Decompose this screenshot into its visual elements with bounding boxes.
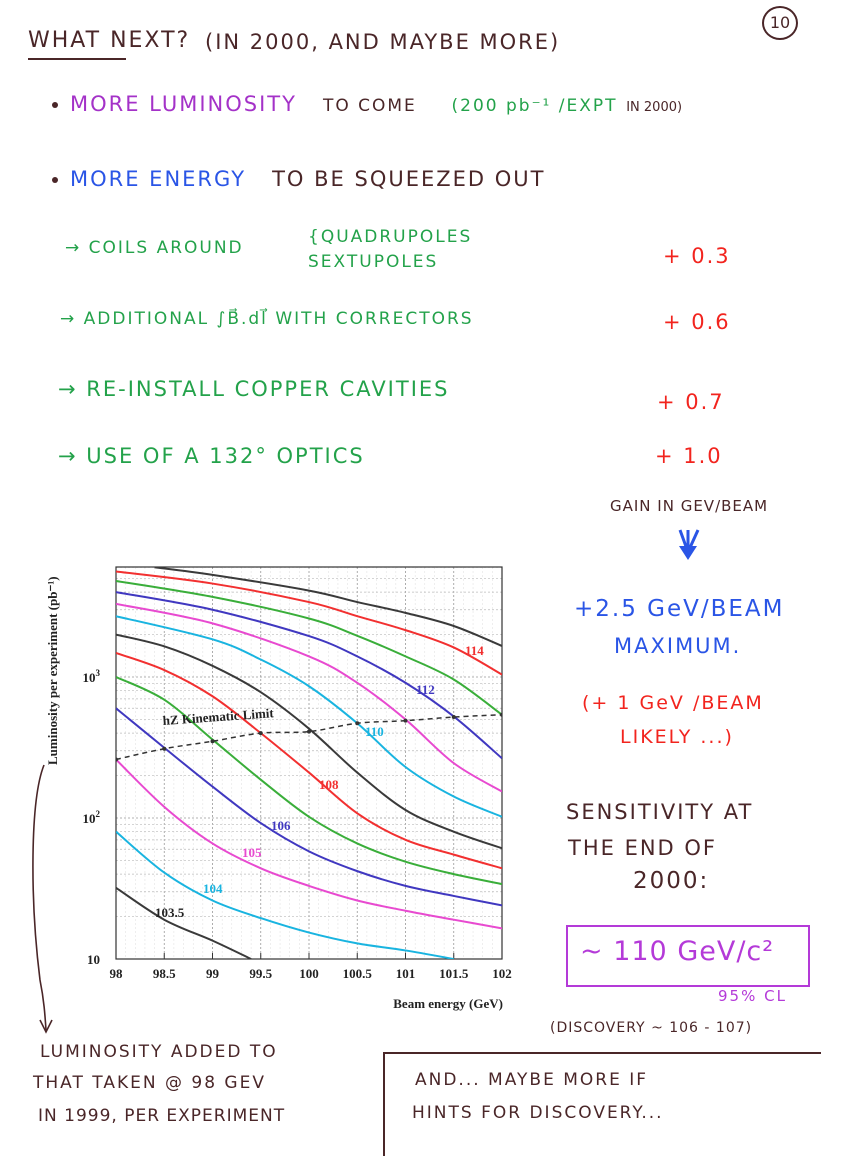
likely-gain-line1: (+ 1 GeV /BEAM xyxy=(582,692,764,714)
series-label: 110 xyxy=(365,724,384,739)
bullet-note-year: IN 2000) xyxy=(626,100,683,115)
improvement-coils-quadrupoles: {QUADRUPOLES xyxy=(308,227,473,247)
x-axis-label: Beam energy (GeV) xyxy=(393,996,503,1011)
bullet-dot-icon xyxy=(52,177,58,183)
divider-horizontal xyxy=(383,1052,821,1054)
series-label: 106 xyxy=(271,818,291,833)
kinematic-limit-point xyxy=(258,731,263,736)
y-tick-base: 10 xyxy=(87,952,100,967)
series-label: 112 xyxy=(416,682,435,697)
series-label: 103.5 xyxy=(155,905,185,920)
bullet-note: (200 pb⁻¹ /EXPT xyxy=(451,96,618,116)
improvement-correctors: → ADDITIONAL ∫B⃗.dl⃗ WITH CORRECTORS xyxy=(60,309,474,329)
divider-vertical xyxy=(383,1052,385,1156)
footnote-line3: IN 1999, PER EXPERIMENT xyxy=(38,1106,286,1126)
x-tick-label: 99 xyxy=(206,966,220,981)
series-line-103-5 xyxy=(116,886,252,959)
series-line-111 xyxy=(116,602,502,793)
kinematic-limit-point xyxy=(403,718,408,723)
y-tick-exponent: 2 xyxy=(96,809,101,819)
bullet-dot-icon xyxy=(52,102,58,108)
sensitivity-line3: 2000: xyxy=(633,868,710,894)
gain-coils: + 0.3 xyxy=(663,244,731,268)
kinematic-limit-label: hZ Kinematic Limit xyxy=(162,705,275,728)
improvement-coils-sextupoles: SEXTUPOLES xyxy=(308,252,439,272)
title-underline xyxy=(28,58,126,60)
x-tick-label: 101.5 xyxy=(439,966,469,981)
discovery-range: (DISCOVERY ~ 106 - 107) xyxy=(550,1020,753,1036)
series-label: 108 xyxy=(319,777,339,792)
x-tick-label: 98.5 xyxy=(153,966,176,981)
kinematic-limit-point xyxy=(210,739,215,744)
kinematic-limit-point xyxy=(500,712,502,717)
sensitivity-line2: THE END OF xyxy=(568,836,717,860)
likely-gain-line2: LIKELY ...) xyxy=(620,726,734,748)
gain-correctors: + 0.6 xyxy=(663,310,731,334)
y-tick-label: 103 xyxy=(83,668,101,685)
x-tick-label: 100 xyxy=(299,966,319,981)
series-line-114 xyxy=(116,570,502,676)
x-tick-label: 98 xyxy=(110,966,124,981)
sensitivity-line1: SENSITIVITY AT xyxy=(566,800,754,824)
gain-optics: + 1.0 xyxy=(655,444,723,468)
bullet-text: TO COME xyxy=(322,96,417,116)
bullet-text: TO BE SQUEEZED OUT xyxy=(272,167,546,191)
kinematic-limit-point xyxy=(307,729,311,734)
closing-line2: HINTS FOR DISCOVERY... xyxy=(412,1103,664,1123)
y-tick-label: 102 xyxy=(83,809,101,826)
kinematic-limit-line xyxy=(116,713,502,761)
improvement-optics: → USE OF A 132° OPTICS xyxy=(58,444,365,468)
bullet-luminosity: MORE LUMINOSITY TO COME (200 pb⁻¹ /EXPT … xyxy=(52,92,682,116)
x-tick-label: 101 xyxy=(396,966,416,981)
series-label: 104 xyxy=(203,881,223,896)
confidence-level: 95% CL xyxy=(718,987,787,1005)
series-line-105 xyxy=(116,758,502,930)
closing-line1: AND... MAYBE MORE IF xyxy=(415,1070,649,1090)
page-title: WHAT NEXT? xyxy=(28,28,191,53)
series-line-108 xyxy=(116,652,502,870)
bullet-highlight: MORE ENERGY xyxy=(70,167,247,191)
series-label: 105 xyxy=(242,845,262,860)
page-number: 10 xyxy=(762,6,798,40)
gain-unit-label: GAIN IN GEV/BEAM xyxy=(610,497,769,515)
series-line-113 xyxy=(116,579,502,716)
result-box xyxy=(566,925,810,987)
max-gain-line2: MAXIMUM. xyxy=(614,634,742,658)
gain-copper-cavities: + 0.7 xyxy=(657,390,725,414)
series-line-109 xyxy=(116,633,502,850)
series-line-106 xyxy=(116,707,502,907)
improvement-copper-cavities: → RE-INSTALL COPPER CAVITIES xyxy=(58,377,450,401)
series-label: 114 xyxy=(465,643,484,658)
footnote-line1: LUMINOSITY ADDED TO xyxy=(40,1042,278,1062)
y-tick-exponent: 3 xyxy=(96,668,101,678)
footnote-line2: THAT TAKEN @ 98 GEV xyxy=(33,1073,266,1093)
y-tick-base: 10 xyxy=(83,670,96,685)
kinematic-limit-point xyxy=(162,746,167,751)
max-gain-line1: +2.5 GeV/BEAM xyxy=(574,596,785,622)
improvement-coils: → COILS AROUND xyxy=(65,238,244,258)
chart-grid xyxy=(115,566,503,960)
kinematic-limit-point xyxy=(451,715,456,720)
y-tick-label: 10 xyxy=(87,952,100,967)
series-line-110 xyxy=(116,615,502,818)
kinematic-limit-point xyxy=(355,721,360,726)
y-axis-label: Luminosity per experiment (pb⁻¹) xyxy=(45,576,60,765)
x-tick-label: 99.5 xyxy=(249,966,272,981)
page-subtitle: (IN 2000, AND MAYBE MORE) xyxy=(205,30,561,54)
x-tick-label: 100.5 xyxy=(343,966,373,981)
series-line-107 xyxy=(116,676,502,886)
series-line-104 xyxy=(116,830,454,959)
series-line-115 xyxy=(154,567,502,647)
x-tick-label: 102 xyxy=(492,966,512,981)
kinematic-limit-point xyxy=(116,757,118,762)
y-tick-base: 10 xyxy=(83,811,96,826)
sensitivity-result: ~ 110 GeV/c² xyxy=(580,936,775,967)
bullet-highlight: MORE LUMINOSITY xyxy=(70,92,297,116)
bullet-energy: MORE ENERGY TO BE SQUEEZED OUT xyxy=(52,167,546,191)
